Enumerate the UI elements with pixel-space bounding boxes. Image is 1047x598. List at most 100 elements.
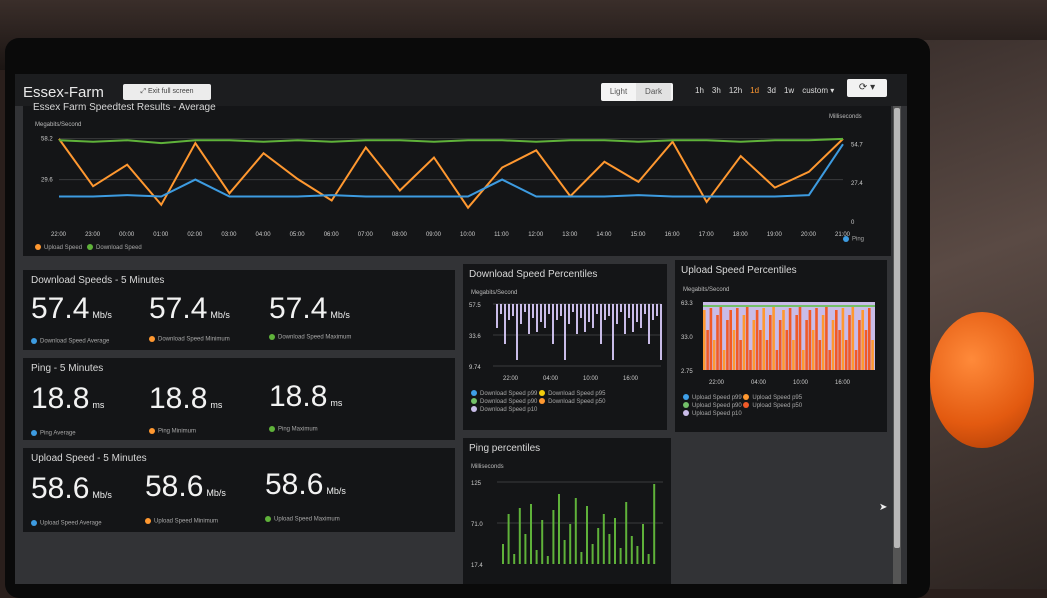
download-minimum-legend: Download Speed Minimum	[149, 336, 230, 343]
ul-p95-label: Upload Speed p95	[752, 395, 803, 401]
x-tick: 00:00	[119, 232, 135, 238]
x-tick: 17:00	[699, 232, 715, 238]
range-3h[interactable]: 3h	[711, 86, 721, 95]
download-average-label: Download Speed Average	[40, 338, 110, 345]
dl-legend-row-1: Download Speed p99 Download Speed p95	[471, 390, 605, 398]
download-maximum-value: 57.4 Mb/s	[269, 292, 350, 326]
exit-fullscreen-label: Exit full screen	[148, 88, 194, 95]
x-tick: 08:00	[392, 232, 408, 238]
range-custom[interactable]: custom ▾	[802, 86, 835, 95]
ul-percentile-bar	[749, 350, 752, 370]
download-average-swatch	[31, 338, 37, 344]
ul-percentile-bar	[792, 340, 795, 370]
ul-legend-p50[interactable]: Upload Speed p50	[743, 402, 802, 409]
y-tick-left-top: 58.2	[41, 137, 53, 143]
ping-minimum-value: 18.8 ms	[149, 382, 222, 416]
ul-percentile-bar	[808, 310, 812, 370]
ul-percentile-bar	[825, 306, 828, 370]
download-maximum-label: Download Speed Maximum	[278, 334, 352, 341]
dl-legend-row-2: Download Speed p90 Download Speed p50	[471, 398, 605, 406]
range-3d[interactable]: 3d	[767, 86, 776, 95]
ul-percentile-bar	[815, 308, 818, 370]
upload-average-swatch	[31, 520, 37, 526]
ping-average-swatch	[31, 430, 37, 436]
y-tick-right-bottom: 0	[851, 220, 855, 226]
ul-percentile-bar	[769, 315, 772, 370]
dl-legend-p95[interactable]: Download Speed p95	[539, 390, 605, 397]
ul-p10-label: Upload Speed p10	[692, 411, 742, 417]
ul-p10-swatch	[683, 410, 689, 417]
main-chart-title: Essex Farm Speedtest Results - Average	[33, 102, 216, 113]
page-scrollbar-thumb[interactable]	[894, 108, 900, 548]
theme-dark[interactable]: Dark	[636, 83, 671, 101]
legend-download-item[interactable]: Download Speed	[87, 244, 142, 251]
legend-upload-label: Upload Speed	[44, 244, 83, 251]
orange-fruit	[930, 312, 1034, 448]
x-tick: 15:00	[630, 232, 646, 238]
upload-maximum-unit: Mb/s	[326, 486, 346, 496]
ping-average-unit: ms	[92, 400, 105, 410]
theme-light[interactable]: Light	[609, 87, 628, 96]
ul-percentile-bar	[841, 308, 845, 370]
ul-x-tick: 16:00	[835, 380, 851, 386]
download-minimum-unit: Mb/s	[210, 310, 230, 320]
dl-legend-p90[interactable]: Download Speed p90	[471, 398, 538, 405]
range-1w[interactable]: 1w	[783, 86, 795, 95]
dl-legend-p99[interactable]: Download Speed p99	[471, 390, 537, 397]
ping-minimum-swatch	[149, 428, 155, 434]
ping-maximum-label: Ping Maximum	[278, 426, 318, 433]
download-percentiles-chart: 57.5 33.6 9.74 22:00 04:00 10:00 16:00	[469, 303, 662, 382]
ul-percentile-bar	[782, 310, 785, 370]
ul-percentile-bar	[712, 340, 716, 370]
x-tick: 18:00	[733, 232, 749, 238]
x-tick: 12:00	[528, 232, 544, 238]
x-tick: 03:00	[221, 232, 237, 238]
x-tick: 07:00	[358, 232, 374, 238]
dl-legend-p50[interactable]: Download Speed p50	[539, 398, 605, 405]
ul-legend-row-2: Upload Speed p90 Upload Speed p50	[683, 402, 802, 410]
exit-fullscreen-icon: ⤢	[140, 88, 148, 95]
upload-average-unit: Mb/s	[92, 490, 112, 500]
ping-average-legend: Ping Average	[31, 430, 76, 437]
ul-percentile-bar	[838, 330, 841, 370]
series-line-ping	[59, 143, 844, 198]
upload-minimum-number: 58.6	[145, 470, 204, 503]
ul-percentile-bar	[772, 306, 775, 370]
download-maximum-legend: Download Speed Maximum	[269, 334, 351, 341]
x-tick: 20:00	[801, 232, 817, 238]
ul-p99-label: Upload Speed p99	[692, 395, 742, 401]
ul-p95-swatch	[743, 394, 750, 401]
range-12h[interactable]: 12h	[728, 86, 743, 95]
upload-percentiles-chart: 63.3 33.0 2.75 22:00 04:00 10:00 16:00	[681, 301, 875, 386]
dl-legend-p10[interactable]: Download Speed p10	[471, 406, 537, 413]
ul-percentile-bar	[798, 306, 802, 370]
ul-percentile-bar	[716, 315, 719, 370]
ul-legend-p95[interactable]: Upload Speed p95	[743, 394, 803, 401]
theme-toggle[interactable]: Light Dark	[601, 83, 673, 101]
download-panel-title: Download Speeds - 5 Minutes	[31, 275, 165, 286]
legend-ping-item[interactable]: Ping	[843, 236, 864, 243]
x-tick: 10:00	[460, 232, 476, 238]
ul-legend-row-1: Upload Speed p99 Upload Speed p95	[683, 394, 802, 402]
ul-percentile-bar	[785, 330, 789, 370]
ping-average-label: Ping Average	[40, 430, 76, 437]
ul-legend-p10[interactable]: Upload Speed p10	[683, 410, 742, 417]
x-tick: 01:00	[153, 232, 169, 238]
dl-p90-label: Download Speed p90	[480, 399, 538, 405]
y-tick-right-top: 54.7	[851, 143, 863, 149]
upload-average-number: 58.6	[31, 472, 90, 505]
ul-y-tick: 63.3	[681, 301, 693, 307]
series-line-download-speed	[58, 137, 844, 145]
ul-legend-p99[interactable]: Upload Speed p99	[683, 394, 742, 401]
ul-percentile-bar	[835, 310, 838, 370]
upload-minimum-label: Upload Speed Minimum	[154, 518, 219, 525]
upload-panel-title: Upload Speed - 5 Minutes	[31, 453, 147, 464]
range-1d[interactable]: 1d	[750, 86, 760, 95]
range-1h[interactable]: 1h	[695, 86, 704, 95]
ul-legend-p90[interactable]: Upload Speed p90	[683, 402, 742, 409]
y-tick-left-mid: 29.6	[41, 178, 53, 184]
exit-fullscreen-button[interactable]: ⤢ Exit full screen	[123, 84, 211, 100]
refresh-button[interactable]: ⟳ ▾	[847, 79, 887, 97]
legend-upload-item[interactable]: Upload Speed	[35, 244, 83, 251]
ping-maximum-number: 18.8	[269, 380, 328, 413]
